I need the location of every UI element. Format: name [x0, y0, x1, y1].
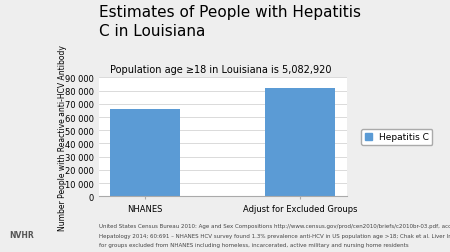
- Y-axis label: Number People with Reactive anti-HCV Antibody: Number People with Reactive anti-HCV Ant…: [58, 45, 67, 230]
- Bar: [110, 110, 180, 197]
- Text: Population age ≥18 in Louisiana is 5,082,920: Population age ≥18 in Louisiana is 5,082…: [110, 64, 331, 74]
- Text: Estimates of People with Hepatitis
C in Louisiana: Estimates of People with Hepatitis C in …: [99, 5, 361, 39]
- Text: NVHR: NVHR: [9, 230, 34, 239]
- Text: Hepatology 2014; 60:691 – NHANES HCV survey found 1.3% prevalence anti-HCV in US: Hepatology 2014; 60:691 – NHANES HCV sur…: [99, 233, 450, 238]
- Text: United States Census Bureau 2010: Age and Sex Compositions http://www.census.gov: United States Census Bureau 2010: Age an…: [99, 223, 450, 228]
- Bar: [266, 89, 335, 197]
- Legend: Hepatitis C: Hepatitis C: [361, 129, 432, 145]
- Text: for groups excluded from NHANES including homeless, incarcerated, active militar: for groups excluded from NHANES includin…: [99, 242, 409, 247]
